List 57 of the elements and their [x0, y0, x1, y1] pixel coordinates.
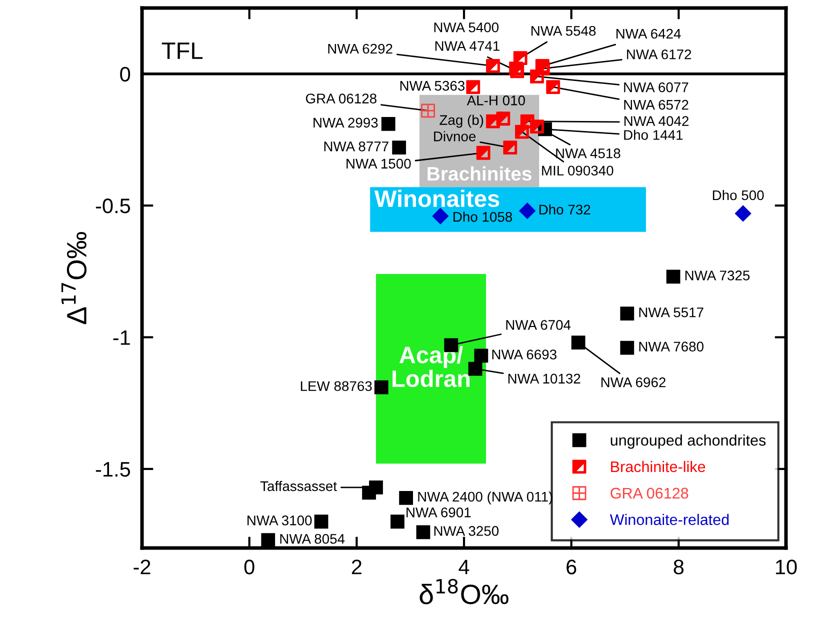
- annotation: NWA 8054: [280, 534, 345, 544]
- annotation: NWA 6292: [328, 44, 392, 54]
- annotation: NWA 3250: [434, 526, 499, 536]
- annotation: NWA 1500: [346, 158, 411, 169]
- annotation: MIL 090340: [542, 166, 614, 176]
- annotation: NWA 7680: [639, 342, 704, 352]
- annotation: Dho 732: [539, 204, 590, 215]
- annotation: AL-H 010: [466, 96, 525, 106]
- annotation: NWA 4518: [556, 148, 620, 158]
- annotation: NWA 6704: [506, 320, 571, 330]
- x-axis-title: δ$^{18}$O‰: [420, 578, 508, 604]
- annotation: NWA 4741: [435, 41, 500, 51]
- y-tick-label: -0.5: [96, 198, 130, 214]
- y-axis-title: Δ$^{17}$O‰: [61, 232, 87, 324]
- legend-label: Brachinite-like: [611, 460, 706, 472]
- annotation: NWA 6172: [627, 49, 692, 60]
- annotation: NWA 6572: [624, 100, 688, 110]
- annotation: NWA 5517: [639, 308, 704, 318]
- annotation: NWA 4042: [624, 116, 689, 126]
- annotation: NWA 6901: [406, 508, 471, 518]
- annotation: NWA 6077: [624, 82, 688, 92]
- annotation: NWA 6424: [616, 28, 681, 39]
- annotation: Dho 1441: [624, 130, 683, 140]
- x-tick-label: 0: [244, 560, 254, 574]
- annotation: NWA 2993: [314, 118, 378, 128]
- legend-label: Winonaite-related: [610, 514, 729, 526]
- x-tick-label: 2: [352, 560, 362, 574]
- annotation: Taffassasset: [260, 480, 337, 492]
- annotation: NWA 3100: [248, 516, 312, 526]
- legend-label: ungrouped achondrites: [610, 434, 766, 449]
- annotation: NWA 10132: [508, 374, 580, 384]
- ref-line-label: TFL: [162, 42, 203, 59]
- annotation: Divnoe: [434, 131, 476, 142]
- annotation: NWA 8777: [324, 141, 388, 152]
- x-tick-label: 6: [566, 560, 576, 574]
- annotation: Zag (b): [440, 114, 484, 128]
- annotation: LEW 88763: [300, 381, 372, 392]
- x-tick-label: -2: [134, 560, 150, 574]
- annotation: Dho 500: [712, 190, 764, 200]
- series-label: Winonaites: [374, 190, 500, 208]
- y-tick-label: 0: [120, 66, 130, 82]
- x-tick-label: 4: [458, 560, 470, 574]
- annotation: NWA 7325: [685, 270, 750, 280]
- annotation: NWA 6693: [492, 350, 556, 360]
- annotation: Dho 1058: [454, 212, 512, 222]
- series-label: Acap/ Lodran: [392, 346, 470, 388]
- annotation: GRA 06128: [306, 94, 376, 104]
- annotation: NWA 5548: [531, 26, 596, 36]
- y-tick-label: -1.5: [96, 462, 130, 477]
- y-tick-label: -1: [113, 330, 130, 345]
- annotation: NWA 5400: [434, 22, 499, 32]
- legend-label: GRA 06128: [610, 488, 688, 499]
- annotation: NWA 6962: [601, 377, 666, 388]
- x-tick-label: 8: [674, 560, 684, 574]
- series-label: Brachinites: [428, 166, 532, 181]
- annotation: NWA 5363: [400, 80, 465, 91]
- x-tick-label: 10: [776, 560, 797, 574]
